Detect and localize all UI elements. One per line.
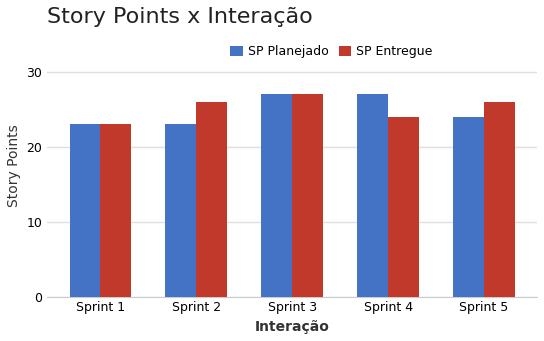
Bar bbox=[292, 94, 323, 297]
Y-axis label: Story Points: Story Points bbox=[7, 124, 21, 207]
X-axis label: Interação: Interação bbox=[255, 320, 330, 334]
Bar bbox=[70, 124, 100, 297]
Text: Story Points x Interação: Story Points x Interação bbox=[47, 7, 313, 27]
Bar bbox=[262, 94, 292, 297]
Bar bbox=[100, 124, 131, 297]
Bar bbox=[453, 117, 484, 297]
Bar bbox=[484, 102, 515, 297]
Bar bbox=[388, 117, 419, 297]
Bar bbox=[165, 124, 196, 297]
Legend: SP Planejado, SP Entregue: SP Planejado, SP Entregue bbox=[225, 40, 437, 63]
Bar bbox=[357, 94, 388, 297]
Bar bbox=[196, 102, 227, 297]
